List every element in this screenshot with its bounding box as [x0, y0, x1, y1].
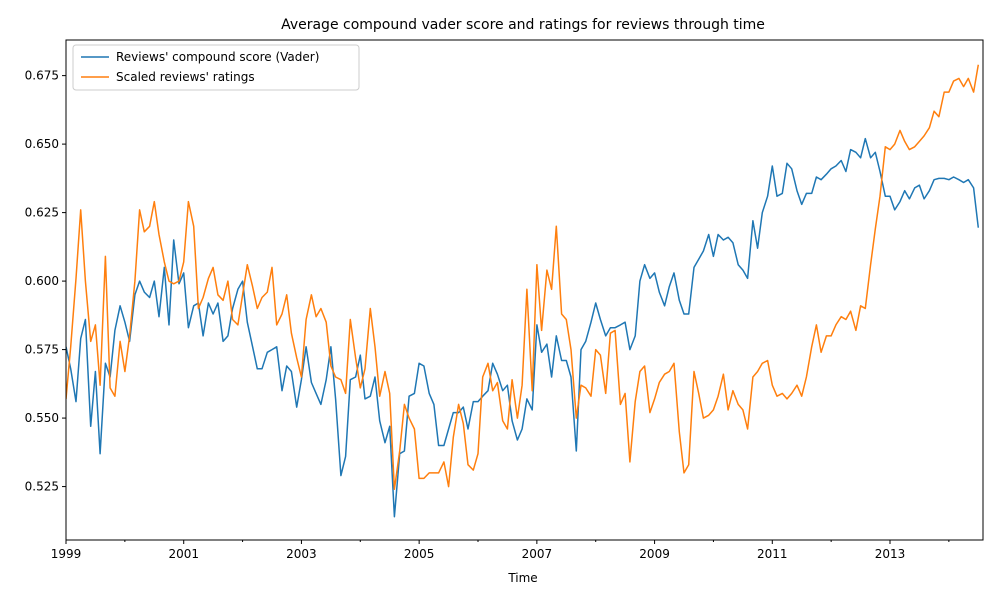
y-tick-label: 0.575 — [25, 343, 59, 357]
legend-label-1: Reviews' compound score (Vader) — [116, 50, 319, 64]
x-tick-label: 2011 — [757, 547, 788, 561]
legend-label-2: Scaled reviews' ratings — [116, 70, 255, 84]
x-tick-label: 1999 — [51, 547, 82, 561]
legend: Reviews' compound score (Vader) Scaled re… — [72, 44, 360, 91]
y-tick-label: 0.650 — [25, 137, 59, 151]
y-tick-label: 0.600 — [25, 274, 59, 288]
plot-area — [66, 64, 980, 518]
x-axis-label: Time — [507, 571, 537, 585]
chart-title: Average compound vader score and ratings… — [281, 17, 765, 33]
x-tick-label: 2009 — [639, 547, 670, 561]
x-tick-label: 2005 — [404, 547, 435, 561]
x-tick-label: 2007 — [522, 547, 553, 561]
plot-frame — [65, 39, 984, 541]
y-tick-label: 0.550 — [25, 411, 59, 425]
y-tick-label: 0.625 — [25, 206, 59, 220]
y-tick-label: 0.675 — [25, 69, 59, 83]
series-line-2 — [66, 64, 980, 491]
x-tick-label: 2013 — [875, 547, 906, 561]
series-line-1 — [66, 137, 980, 518]
x-tick-label: 2001 — [168, 547, 199, 561]
axes: 0.525 0.550 0.575 0.600 0.625 0.650 0.675 1999 2… — [25, 39, 984, 561]
legend-box — [72, 44, 360, 91]
x-tick-label: 2003 — [286, 547, 317, 561]
y-tick-label: 0.525 — [25, 480, 59, 494]
